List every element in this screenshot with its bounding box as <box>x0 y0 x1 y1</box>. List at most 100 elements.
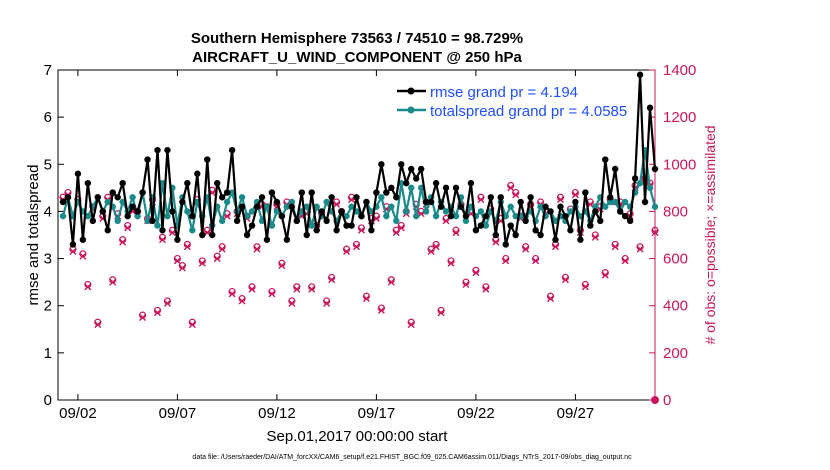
totalspread-point <box>388 203 395 210</box>
rmse-point <box>616 208 624 215</box>
assimilated-obs-point <box>213 255 221 263</box>
assimilated-obs-point <box>173 257 181 265</box>
totalspread-point <box>283 203 291 210</box>
rmse-point <box>84 179 92 187</box>
totalspread-point <box>273 208 281 215</box>
assimilated-obs-point <box>547 295 555 303</box>
assimilated-obs-point <box>387 278 395 286</box>
rmse-point <box>507 222 514 229</box>
totalspread-point <box>323 198 330 206</box>
assimilated-obs-point <box>183 243 191 251</box>
assimilated-obs-point <box>571 191 579 199</box>
totalspread-point <box>228 189 236 196</box>
rmse-point <box>477 222 485 229</box>
rmse-point <box>313 227 320 234</box>
rmse-point <box>298 189 305 196</box>
y-tick-label: 3 <box>44 251 52 268</box>
rmse-point <box>467 179 475 187</box>
totalspread-point <box>218 217 226 225</box>
rmse-point <box>641 198 649 206</box>
rmse-point <box>557 203 564 210</box>
rmse-point <box>413 175 420 182</box>
rmse-point <box>99 208 106 215</box>
rmse-point <box>393 194 400 201</box>
y-tick-label: 1 <box>44 345 52 362</box>
rmse-point <box>567 227 574 234</box>
rmse-point <box>59 198 67 206</box>
assimilated-obs-point <box>198 259 206 267</box>
rmse-point <box>164 146 171 154</box>
rmse-point <box>497 194 504 201</box>
rmse-point <box>283 236 291 243</box>
rmse-point <box>318 208 325 215</box>
totalspread-point <box>288 198 296 206</box>
rmse-point <box>149 217 156 225</box>
assimilated-obs-point <box>437 309 445 317</box>
rmse-point <box>288 203 296 210</box>
totalspread-point <box>537 203 544 210</box>
rmse-point <box>333 227 340 234</box>
totalspread-point <box>507 203 514 210</box>
legend: rmse grand pr = 4.194 totalspread grand … <box>397 84 627 120</box>
assimilated-obs-point <box>268 290 276 298</box>
rmse-point <box>343 222 350 229</box>
rmse-point <box>328 194 335 201</box>
totalspread-point <box>313 203 320 210</box>
rmse-point <box>432 179 440 187</box>
assimilated-obs-point <box>512 191 520 199</box>
ticks-layer: 09/02 09/07 09/12 09/17 09/22 09/27 0 1 2 3 4 5 6 7 0 2… <box>44 62 697 422</box>
rmse-point <box>129 203 136 210</box>
assimilated-obs-point <box>447 259 455 267</box>
rmse-point <box>482 212 490 220</box>
assimilated-obs-point <box>552 243 559 251</box>
rmse-point <box>278 212 286 220</box>
totalspread-point <box>383 212 390 220</box>
totalspread-point <box>607 198 614 206</box>
rmse-point <box>303 231 310 239</box>
assimilated-obs-point <box>581 283 589 291</box>
rmse-point <box>447 212 455 220</box>
assimilated-obs-point <box>168 229 176 237</box>
rmse-point <box>383 189 390 196</box>
rmse-point <box>547 208 554 215</box>
y-tick-label: 0 <box>44 392 52 409</box>
y2-tick-label: 200 <box>663 345 688 362</box>
totalspread-point <box>482 222 490 229</box>
assimilated-obs-point <box>163 299 171 307</box>
rmse-point <box>139 189 146 196</box>
assimilated-obs-point <box>621 257 629 265</box>
rmse-point <box>646 104 654 111</box>
assimilated-obs-point <box>343 248 351 255</box>
assimilated-obs-point <box>253 245 261 253</box>
rmse-point <box>472 227 480 234</box>
assimilated-obs-point <box>154 309 161 317</box>
assimilated-obs-point <box>507 184 515 192</box>
assimilated-obs-point <box>109 278 117 286</box>
assimilated-obs-point <box>472 269 480 277</box>
y2-tick-label: 800 <box>663 203 688 220</box>
assimilated-obs-point <box>308 285 316 293</box>
rmse-point <box>572 198 579 206</box>
assimilated-obs-point <box>362 295 370 303</box>
totalspread-point <box>422 208 430 215</box>
rmse-point <box>398 161 405 168</box>
assimilated-obs-point <box>158 236 166 244</box>
rmse-point <box>388 184 395 192</box>
rmse-point <box>582 189 589 196</box>
rmse-point <box>602 156 609 163</box>
y-tick-label: 4 <box>44 203 52 220</box>
rmse-point <box>268 189 276 196</box>
rmse-point <box>597 217 604 225</box>
rmse-point <box>457 203 465 210</box>
rmse-point <box>273 198 281 206</box>
assimilated-obs-point <box>502 257 510 265</box>
assimilated-obs-point <box>353 243 360 251</box>
assimilated-obs-point <box>442 217 450 225</box>
assimilated-obs-point <box>178 264 186 272</box>
totalspread-point <box>477 208 485 215</box>
rmse-point <box>577 236 584 243</box>
assimilated-obs-point <box>238 297 246 305</box>
rmse-point <box>363 198 370 206</box>
assimilated-obs-point <box>561 276 569 284</box>
totalspread-point <box>104 198 111 206</box>
